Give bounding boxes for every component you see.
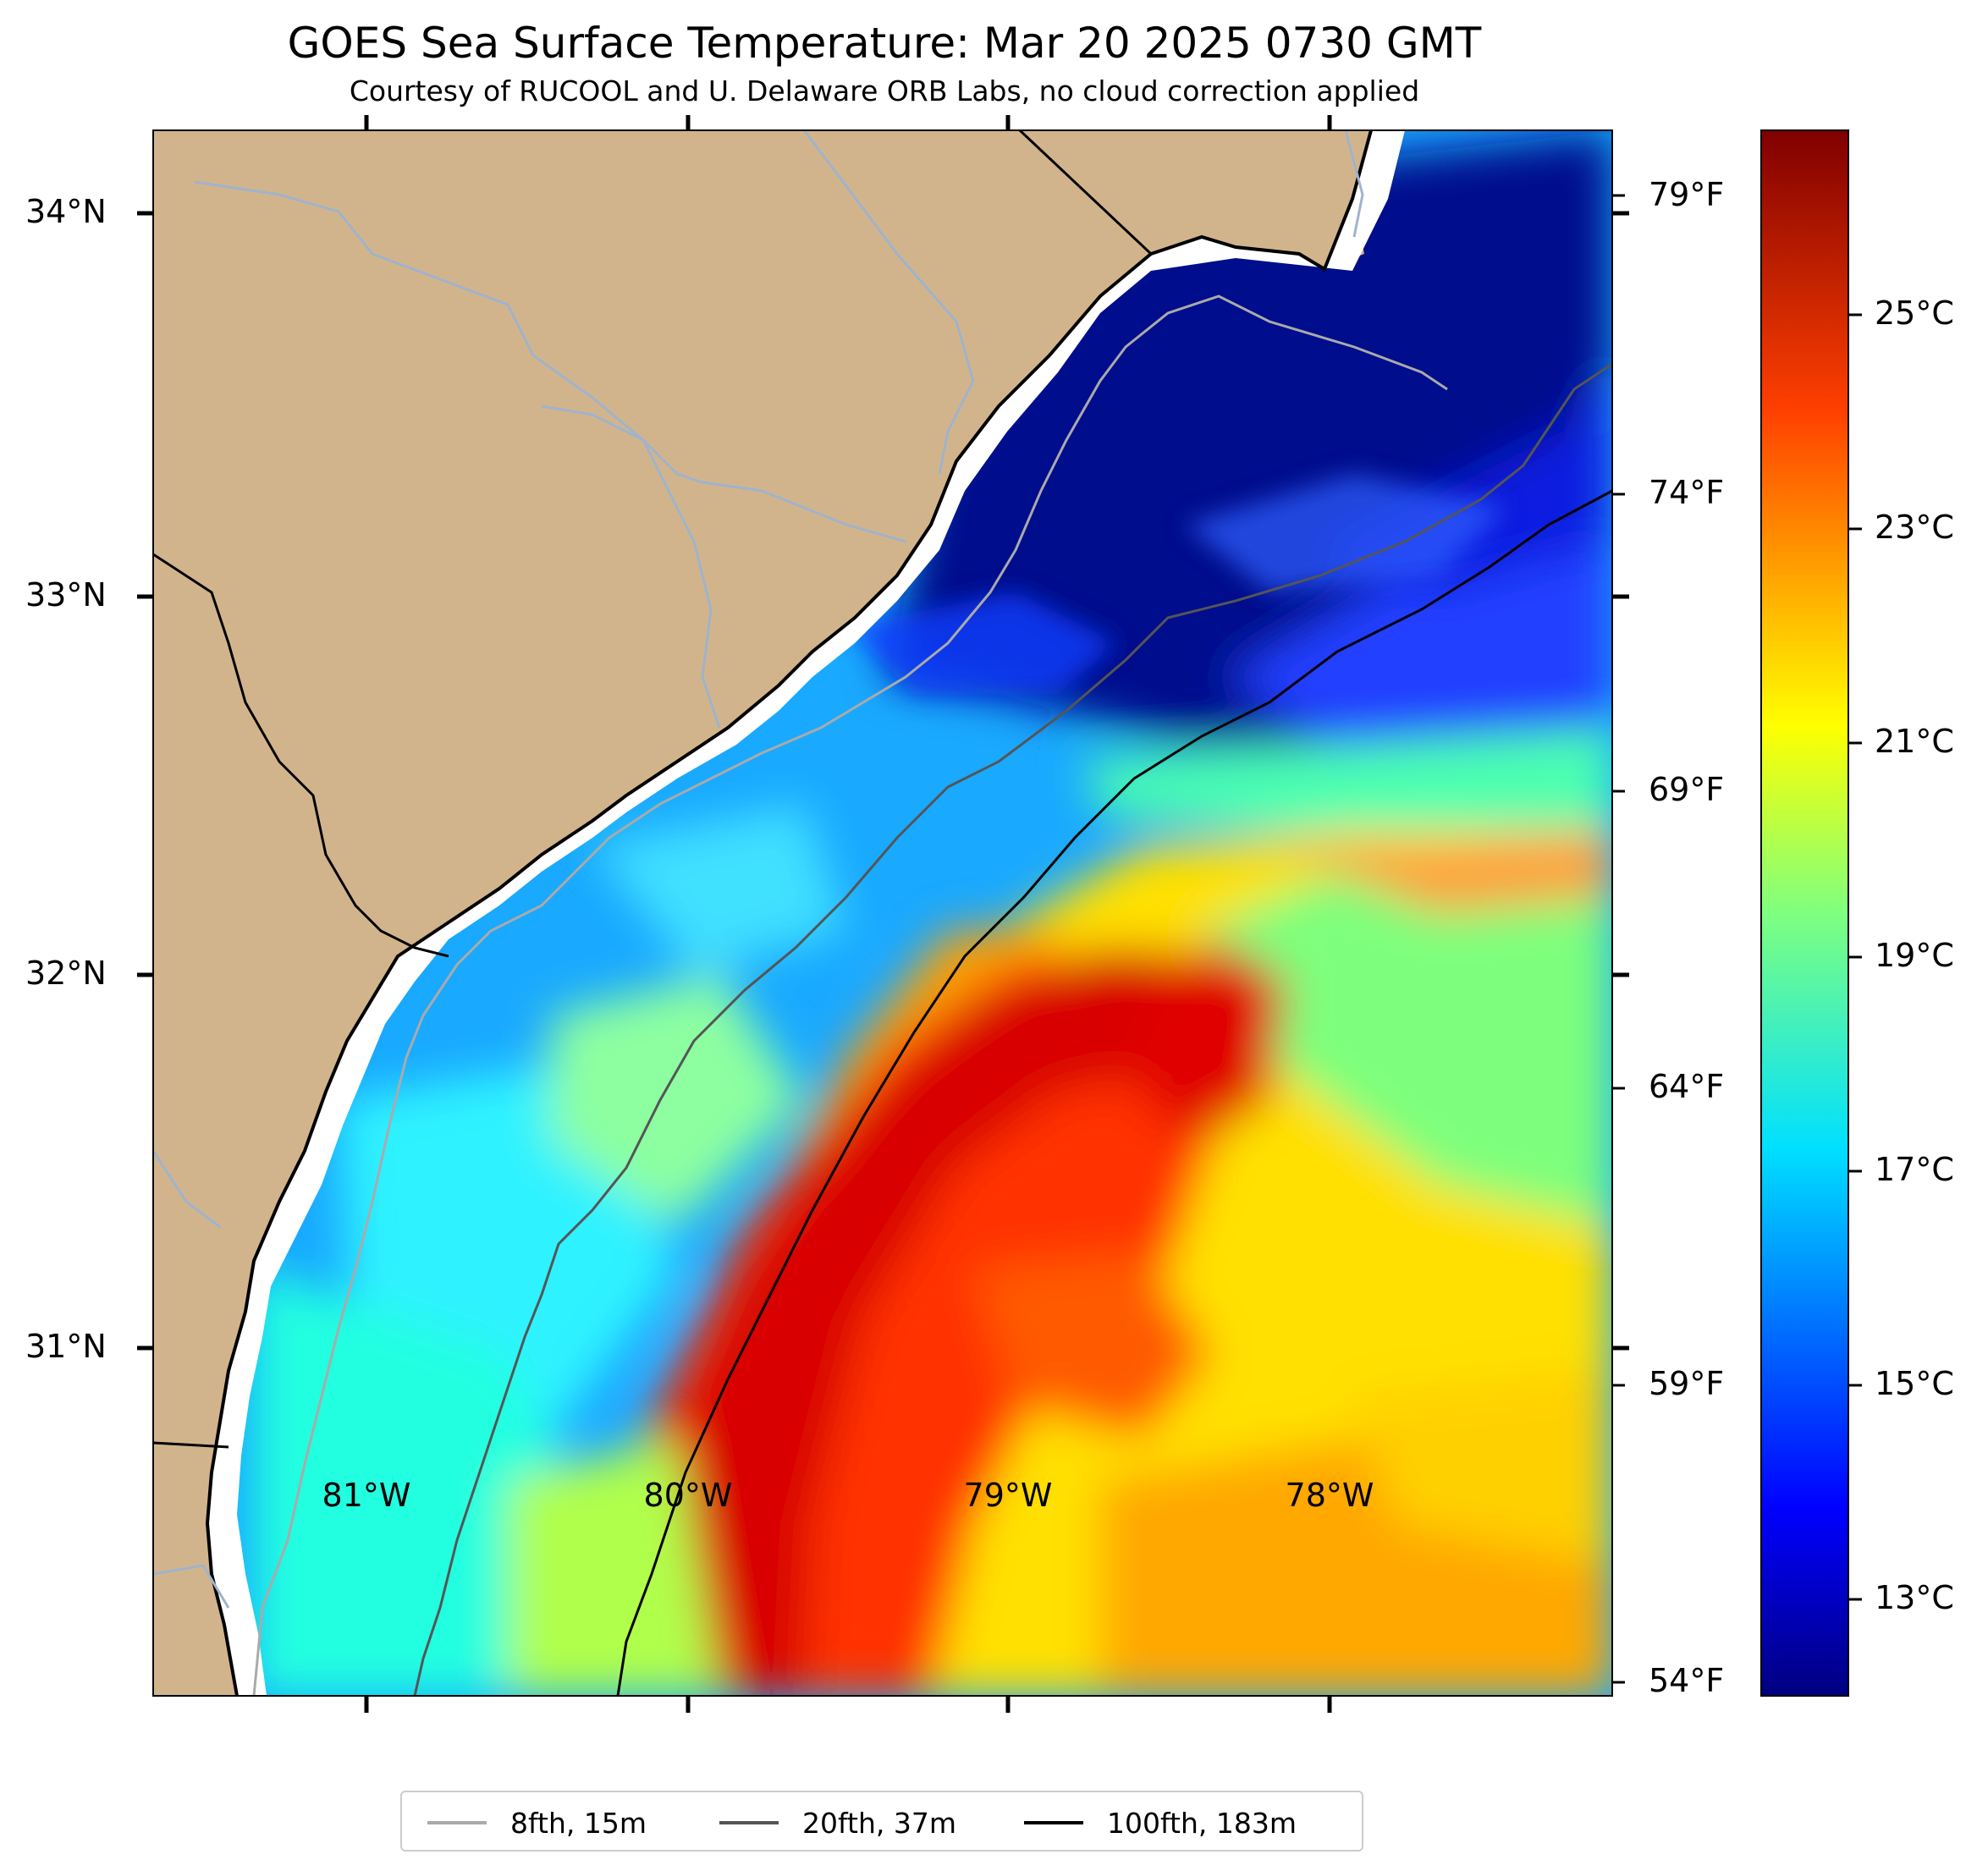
state-borders [153, 130, 1153, 1449]
lon-label-79w: 79°W [963, 1477, 1053, 1514]
legend-item-20fth: 20fth, 37m [719, 1792, 956, 1853]
temp-f-label-64: 64°F [1649, 1068, 1725, 1105]
colorbar-label-17c: 17°C [1875, 1151, 1954, 1188]
temp-f-label-74: 74°F [1649, 474, 1725, 511]
colorbar-ticks [1848, 313, 1862, 1601]
map-frame [152, 129, 1613, 1697]
lat-label-33n: 33°N [25, 576, 107, 614]
legend-item-8fth: 8fth, 15m [427, 1792, 647, 1853]
colorbar-label-23c: 23°C [1875, 509, 1954, 546]
legend-label-20fth: 20fth, 37m [802, 1806, 956, 1840]
legend-item-100fth: 100fth, 183m [1024, 1792, 1297, 1853]
land [153, 130, 1371, 1696]
coastline [205, 130, 1373, 1696]
isobath-20fth [413, 362, 1612, 1696]
temp-f-label-54: 54°F [1649, 1662, 1725, 1699]
colorbar-label-21c: 21°C [1875, 723, 1954, 760]
legend-label-100fth: 100fth, 183m [1107, 1806, 1297, 1840]
lat-label-32n: 32°N [25, 955, 107, 992]
map-subtitle: Courtesy of RUCOOL and U. Delaware ORB L… [349, 74, 1420, 107]
lon-label-78w: 78°W [1285, 1477, 1374, 1514]
colorbar [1760, 129, 1849, 1697]
axis-ticks [137, 115, 1629, 1713]
colorbar-label-13c: 13°C [1875, 1579, 1954, 1616]
colorbar-label-15c: 15°C [1875, 1365, 1954, 1402]
sst-field [153, 130, 1612, 1696]
lat-label-34n: 34°N [25, 193, 107, 230]
lat-label-31n: 31°N [25, 1328, 107, 1365]
legend-swatch-20fth [719, 1821, 779, 1824]
isobath-8fth [252, 294, 1448, 1696]
map-title: GOES Sea Surface Temperature: Mar 20 202… [287, 19, 1482, 68]
lon-label-80w: 80°W [643, 1477, 733, 1514]
colorbar-label-25c: 25°C [1875, 294, 1954, 332]
rivers [153, 130, 1364, 1609]
isobath-legend: 8fth, 15m 20fth, 37m 100fth, 183m [400, 1791, 1363, 1852]
isobath-100fth [616, 489, 1612, 1696]
temp-f-label-59: 59°F [1649, 1365, 1725, 1402]
colorbar-label-19c: 19°C [1875, 937, 1954, 974]
temp-f-label-69: 69°F [1649, 771, 1725, 808]
legend-label-8fth: 8fth, 15m [510, 1806, 647, 1840]
legend-swatch-100fth [1024, 1821, 1083, 1824]
legend-swatch-8fth [427, 1821, 487, 1824]
temp-f-label-79: 79°F [1649, 176, 1725, 213]
lon-label-81w: 81°W [322, 1477, 411, 1514]
